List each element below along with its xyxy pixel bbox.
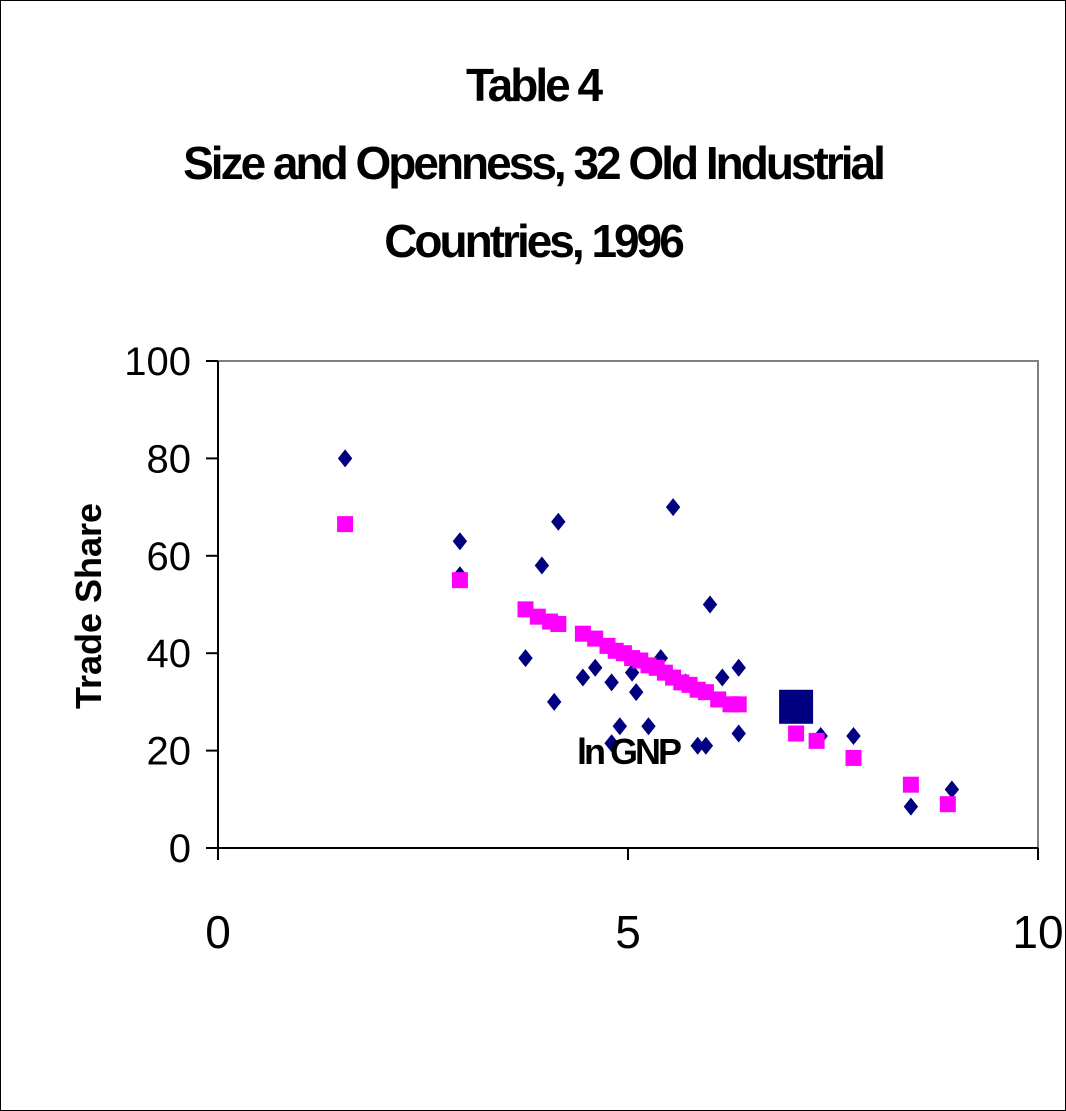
data-point-actual (731, 724, 746, 743)
data-point-actual (452, 532, 468, 551)
y-tick-label: 100 (124, 340, 191, 384)
data-point-actual (588, 658, 603, 677)
data-point-actual (518, 649, 533, 668)
plot-area (217, 360, 1039, 849)
data-point-fitted (451, 572, 468, 589)
y-tick-label: 60 (147, 535, 192, 579)
data-point-fitted (939, 796, 956, 813)
data-point-actual (702, 595, 718, 614)
data-point-actual (551, 512, 566, 531)
data-point-actual (612, 717, 627, 736)
data-point-actual (604, 734, 619, 753)
data-point-actual (731, 658, 746, 677)
y-tick-label: 20 (147, 730, 192, 774)
data-point-actual (665, 498, 681, 517)
data-point-fitted (517, 601, 534, 618)
data-point-actual (690, 736, 705, 755)
data-point-fitted (529, 608, 546, 625)
data-point-fitted (697, 684, 714, 701)
data-point-actual (624, 663, 640, 682)
data-point-fitted (730, 696, 747, 713)
data-point-actual (715, 668, 730, 687)
data-point-fitted (710, 691, 727, 708)
data-point-fitted (550, 615, 567, 632)
data-point-actual (641, 717, 656, 736)
y-axis-label: Trade Share (68, 503, 109, 709)
data-point-actual (534, 556, 550, 575)
data-point-actual (698, 736, 714, 755)
chart-title-line-3: Countries, 1996 (384, 215, 683, 267)
data-point-actual (604, 673, 619, 692)
data-point-actual (944, 780, 960, 799)
axes-group: 0 20 40 60 80 100 0 5 10 (124, 340, 1063, 958)
data-point-fitted (902, 776, 919, 793)
data-point-actual (337, 449, 353, 468)
y-tick-label: 80 (147, 437, 192, 481)
data-point-actual (903, 797, 919, 816)
x-tick-label: 10 (1012, 906, 1063, 958)
y-tick-label: 0 (169, 827, 191, 871)
x-axis-label: ln GNP (577, 731, 681, 772)
data-point-actual (653, 649, 668, 668)
chart-title-line-1: Table 4 (466, 59, 604, 111)
data-point-highlight (779, 689, 814, 724)
chart-title-line-2: Size and Openness, 32 Old Industrial (183, 137, 883, 189)
data-point-fitted (845, 749, 862, 766)
data-point-fitted (574, 625, 591, 642)
data-marks-group (337, 449, 960, 816)
data-point-actual (629, 683, 644, 702)
data-point-fitted (337, 516, 354, 533)
data-point-actual (846, 726, 861, 745)
data-point-fitted (587, 630, 604, 647)
y-tick-label: 40 (147, 632, 192, 676)
data-point-fitted (808, 732, 825, 749)
data-point-fitted (788, 725, 805, 742)
x-tick-label: 5 (615, 906, 641, 958)
data-point-actual (575, 668, 591, 687)
data-point-actual (547, 692, 562, 711)
x-tick-label: 0 (205, 906, 231, 958)
